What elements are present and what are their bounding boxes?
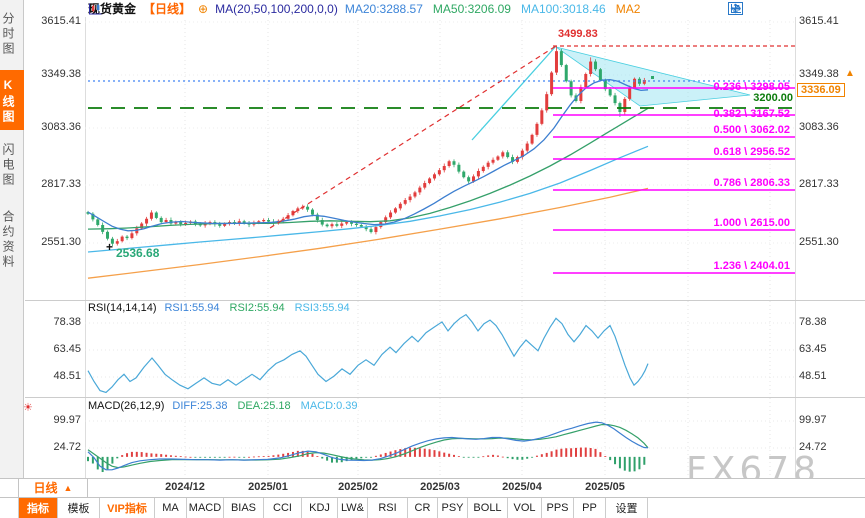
fib-label: 1.000 \ 2615.00 (713, 217, 790, 229)
axis-label: 63.45 (799, 343, 827, 355)
chart-header: 现货黄金 【日线】 ⊕ MA(20,50,100,200,0,0) MA20:3… (88, 1, 641, 17)
ma-values: MA20:3288.57 MA50:3206.09 MA100:3018.46 MA2 (345, 2, 641, 16)
axis-label: 78.38 (799, 316, 827, 328)
sidebar-item-2[interactable]: 闪电图 (1, 142, 15, 188)
date-label: 2025/05 (585, 481, 625, 493)
fib-label: 1.236 \ 2404.01 (713, 260, 790, 272)
toolbar-tab-CR[interactable]: CR (408, 498, 438, 518)
axis-label: 24.72 (53, 441, 81, 453)
indicator-settings-icon[interactable]: ☀ (23, 402, 33, 414)
toolbar-tab-VOL[interactable]: VOL (508, 498, 542, 518)
axis-label: 63.45 (53, 343, 81, 355)
rsi-panel-header: RSI(14,14,14) RSI1:55.94 RSI2:55.94 RSI3:55… (88, 302, 350, 314)
ma-value: RSI2:55.94 (229, 302, 285, 314)
axis-label: 99.97 (53, 414, 81, 426)
rsi-separator (25, 300, 865, 301)
fib-label: 0.236 \ 3298.05 (713, 81, 790, 93)
support-line-label: 3200.00 (753, 92, 793, 104)
axis-label: 24.72 (799, 441, 827, 453)
axis-label: 3083.36 (41, 121, 81, 133)
toolbar-tab-BOLL[interactable]: BOLL (468, 498, 508, 518)
date-label: 2025/04 (502, 481, 542, 493)
chevron-up-icon: ▲ (63, 482, 73, 493)
toolbar-tab-指标[interactable]: 指标 (18, 498, 58, 518)
chart-type-icon[interactable] (88, 3, 102, 15)
axis-label: 48.51 (799, 370, 827, 382)
axis-label: 3083.36 (799, 121, 839, 133)
date-label: 2024/12 (165, 481, 205, 493)
toolbar-tab-KDJ[interactable]: KDJ (302, 498, 338, 518)
toolbar-tab-BIAS[interactable]: BIAS (224, 498, 264, 518)
toolbar-tab-LW&[interactable]: LW& (338, 498, 368, 518)
ma-value: DIFF:25.38 (172, 400, 228, 412)
sidebar-item-3[interactable]: 合约资料 (1, 210, 15, 270)
toolbar-tab-模板[interactable]: 模板 (58, 498, 100, 518)
ma-value: MA2 (615, 1, 641, 16)
axis-label: 48.51 (53, 370, 81, 382)
plot-right-border (795, 17, 796, 478)
ma-value: MACD:0.39 (300, 400, 358, 412)
period-selector-label: 日线 (33, 481, 58, 495)
fib-label: 0.382 \ 3167.52 (713, 108, 790, 120)
macd-panel-header: MACD(26,12,9) DIFF:25.38 DEA:25.18 MACD:0.3… (88, 400, 358, 412)
indicator-toolbar: 指标 模板 VIP指标 MA MACD BIAS CCI KDJ LW& RSI CR PSY BOLL… (0, 497, 865, 518)
axis-label: 78.38 (53, 316, 81, 328)
rsi-title: RSI(14,14,14) (88, 302, 157, 314)
date-label: 2025/02 (338, 481, 378, 493)
xaxis-row (0, 478, 865, 497)
main-chart-canvas[interactable] (85, 17, 795, 300)
date-label: 2025/01 (248, 481, 288, 493)
toolbar-tab-PP[interactable]: PP (574, 498, 606, 518)
axis-label: 99.97 (799, 414, 827, 426)
toolbar-tab-PPS[interactable]: PPS (542, 498, 574, 518)
rsi-chart-canvas[interactable] (85, 300, 795, 397)
period-selector[interactable]: 日线 ▲ (18, 478, 88, 497)
axis-label: 2817.33 (799, 178, 839, 190)
fib-label: 0.786 \ 2806.33 (713, 177, 790, 189)
ma-value: DEA:25.18 (237, 400, 291, 412)
detach-icon[interactable] (728, 2, 743, 15)
fib-label: 0.618 \ 2956.52 (713, 146, 790, 158)
fib-label: 0.500 \ 3062.02 (713, 124, 790, 136)
ma-formula: MA(20,50,100,200,0,0) (215, 1, 338, 16)
toolbar-tab-设置[interactable]: 设置 (606, 498, 648, 518)
low-price-label: 2536.68 (116, 246, 160, 260)
axis-label: 3349.38 (799, 68, 839, 80)
sidebar-item-0[interactable]: 分时图 (1, 11, 15, 57)
add-indicator-icon[interactable]: ⊕ (198, 1, 209, 16)
peak-price-label: 3499.83 (558, 28, 598, 40)
axis-label: 2817.33 (41, 178, 81, 190)
low-anchor-cross: + (106, 240, 114, 254)
plot-left-border (85, 17, 86, 478)
sidebar: 分时图 K线图闪电图合约资料 (0, 0, 24, 478)
axis-label: 3615.41 (41, 15, 81, 27)
ma-value: MA50:3206.09 (432, 1, 511, 16)
toolbar-tab-RSI[interactable]: RSI (368, 498, 408, 518)
ma-value: RSI3:55.94 (294, 302, 350, 314)
axis-label: 2551.30 (799, 236, 839, 248)
current-price-tag: 3336.09 (797, 83, 845, 97)
date-label: 2025/03 (420, 481, 460, 493)
toolbar-tab-MACD[interactable]: MACD (187, 498, 224, 518)
sidebar-item-1[interactable]: K线图 (0, 70, 24, 130)
toolbar-tab-MA[interactable]: MA (155, 498, 187, 518)
toolbar-tab-PSY[interactable]: PSY (438, 498, 468, 518)
toolbar-tab-VIP指标[interactable]: VIP指标 (100, 498, 155, 518)
symbol-title: 现货黄金 (88, 2, 137, 16)
axis-label: 3349.38 (41, 68, 81, 80)
axis-label: 3615.41 (799, 15, 839, 27)
axis-label: 2551.30 (41, 236, 81, 248)
macd-chart-canvas[interactable] (85, 397, 795, 478)
macd-separator (25, 397, 865, 398)
macd-title: MACD(26,12,9) (88, 400, 165, 412)
ma-value: MA20:3288.57 (344, 1, 423, 16)
period-label: 【日线】 (143, 2, 192, 16)
ma-value: MA100:3018.46 (520, 1, 606, 16)
ma-value: RSI1:55.94 (164, 302, 220, 314)
price-marker-icon: ▲ (845, 68, 855, 79)
toolbar-tab-CCI[interactable]: CCI (264, 498, 302, 518)
